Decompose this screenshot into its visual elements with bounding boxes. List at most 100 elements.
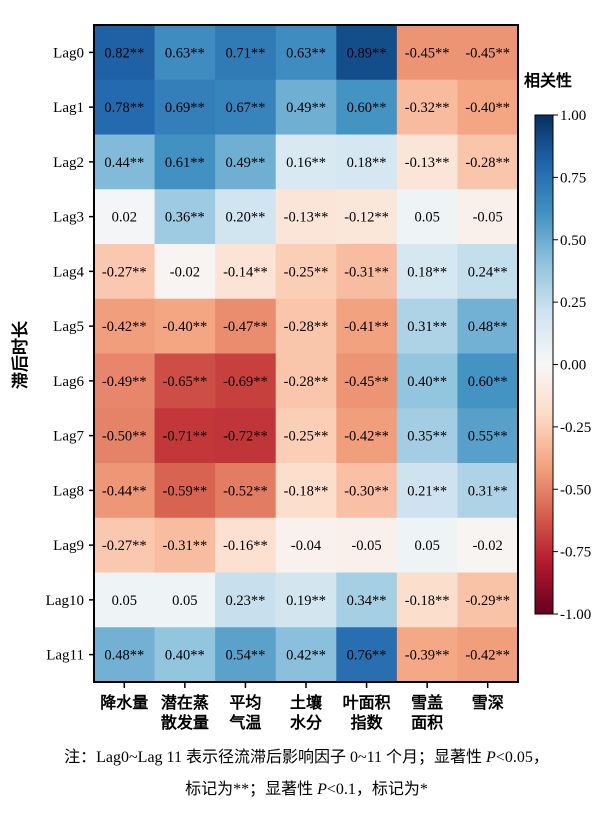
cell-label: -0.45** xyxy=(344,374,389,390)
cell-label: -0.04 xyxy=(291,538,322,554)
cell-label: 0.60** xyxy=(468,374,508,390)
heatmap-cell xyxy=(275,353,337,409)
heatmap-cell xyxy=(215,408,277,464)
cell-label: 0.61** xyxy=(165,155,205,171)
cell-label: 0.05 xyxy=(112,593,137,609)
x-tick-label: 叶面积指数 xyxy=(343,694,391,732)
colorbar-tick-label: 0.75 xyxy=(560,170,586,186)
heatmap-cell xyxy=(215,627,277,683)
y-tick-label: Lag7 xyxy=(53,429,84,445)
heatmap-cell xyxy=(94,627,156,683)
heatmap-cell xyxy=(336,79,398,135)
heatmap-cell xyxy=(396,25,458,81)
cell-label: -0.05 xyxy=(351,538,381,554)
heatmap-cell xyxy=(94,79,156,135)
cell-label: 0.78** xyxy=(104,100,144,116)
heatmap-cell xyxy=(215,79,277,135)
cell-label: 0.49** xyxy=(286,100,326,116)
heatmap-cell xyxy=(275,408,337,464)
cell-label: 0.44** xyxy=(104,155,144,171)
heatmap-cell xyxy=(396,79,458,135)
cell-label: -0.45** xyxy=(465,45,510,61)
cell-label: -0.42** xyxy=(344,429,389,445)
cell-label: -0.40** xyxy=(162,319,207,335)
colorbar-tick-label: -1.00 xyxy=(560,607,591,623)
footnote-text: <0.05， xyxy=(495,749,549,766)
cell-label: -0.40** xyxy=(465,100,510,116)
heatmap-cell xyxy=(275,25,337,81)
cell-label: 0.71** xyxy=(225,45,265,61)
heatmap-cell xyxy=(336,463,398,519)
heatmap-cell xyxy=(154,463,216,519)
heatmap-cell xyxy=(94,517,156,573)
heatmap-cell xyxy=(94,189,156,245)
cell-label: -0.28** xyxy=(465,155,510,171)
heatmap-cell xyxy=(396,463,458,519)
footnote-text: 注：Lag0~Lag 11 表示径流滞后影响因子 0~11 个月；显著性 xyxy=(64,749,487,766)
cell-label: 0.40** xyxy=(165,648,205,664)
x-tick-label: 潜在蒸散发量 xyxy=(161,693,209,732)
cell-label: 0.35** xyxy=(407,429,447,445)
cell-label: -0.39** xyxy=(405,648,450,664)
cell-label: -0.18** xyxy=(405,593,450,609)
heatmap-cell xyxy=(154,79,216,135)
cell-label: -0.02 xyxy=(170,264,200,280)
cell-label: 0.31** xyxy=(468,483,508,499)
y-tick-label: Lag6 xyxy=(53,374,84,390)
footnote-p: P xyxy=(317,781,327,798)
cell-label: 0.48** xyxy=(104,648,144,664)
heatmap-cell xyxy=(275,517,337,573)
heatmap-cell xyxy=(396,408,458,464)
heatmap-cell xyxy=(396,572,458,628)
cell-label: 0.63** xyxy=(286,45,326,61)
heatmap-cell xyxy=(94,463,156,519)
cell-label: -0.30** xyxy=(344,483,389,499)
cell-label: 0.55** xyxy=(468,429,508,445)
footnote-line-2: 标记为**；显著性 P<0.1，标记为* xyxy=(0,775,613,805)
y-tick-label: Lag2 xyxy=(53,155,84,171)
y-tick-label: Lag0 xyxy=(53,45,84,61)
heatmap-cell xyxy=(275,627,337,683)
heatmap-cell xyxy=(336,134,398,190)
footnote-line-1: 注：Lag0~Lag 11 表示径流滞后影响因子 0~11 个月；显著性 P<0… xyxy=(0,743,613,773)
cell-label: 0.82** xyxy=(104,45,144,61)
heatmap-cell xyxy=(457,189,519,245)
heatmap-cell xyxy=(457,134,519,190)
heatmap-cell xyxy=(336,353,398,409)
heatmap-cell xyxy=(275,244,337,300)
cell-label: 0.05 xyxy=(172,593,197,609)
cell-label: 0.05 xyxy=(414,538,439,554)
cell-label: -0.13** xyxy=(405,155,450,171)
heatmap-cell xyxy=(336,408,398,464)
cell-label: -0.45** xyxy=(405,45,450,61)
y-tick-label: Lag1 xyxy=(53,100,84,116)
cell-label: -0.27** xyxy=(102,264,147,280)
y-tick-label: Lag10 xyxy=(46,593,84,609)
heatmap-cell xyxy=(215,25,277,81)
cell-label: 0.40** xyxy=(407,374,447,390)
heatmap-cell xyxy=(94,408,156,464)
heatmap-cell xyxy=(275,134,337,190)
heatmap-cell xyxy=(94,353,156,409)
cell-label: 0.02 xyxy=(112,210,137,226)
heatmap-cell xyxy=(94,572,156,628)
heatmap-cell xyxy=(336,244,398,300)
y-tick-label: Lag3 xyxy=(53,210,84,226)
colorbar-tick-label: 0.50 xyxy=(560,233,586,249)
colorbar-tick-label: -0.25 xyxy=(560,420,591,436)
cell-label: -0.31** xyxy=(344,264,389,280)
cell-label: 0.76** xyxy=(347,648,387,664)
heatmap-cell xyxy=(457,25,519,81)
heatmap-cell xyxy=(154,298,216,354)
cell-label: 0.49** xyxy=(225,155,265,171)
colorbar-tick-label: -0.75 xyxy=(560,545,591,561)
heatmap-cell xyxy=(457,627,519,683)
heatmap-cell xyxy=(94,298,156,354)
heatmap-cell xyxy=(457,298,519,354)
heatmap-cell xyxy=(336,189,398,245)
cell-label: 0.63** xyxy=(165,45,205,61)
cell-label: -0.02 xyxy=(473,538,503,554)
cell-label: 0.21** xyxy=(407,483,447,499)
heatmap-cell xyxy=(154,572,216,628)
heatmap-cell xyxy=(154,25,216,81)
